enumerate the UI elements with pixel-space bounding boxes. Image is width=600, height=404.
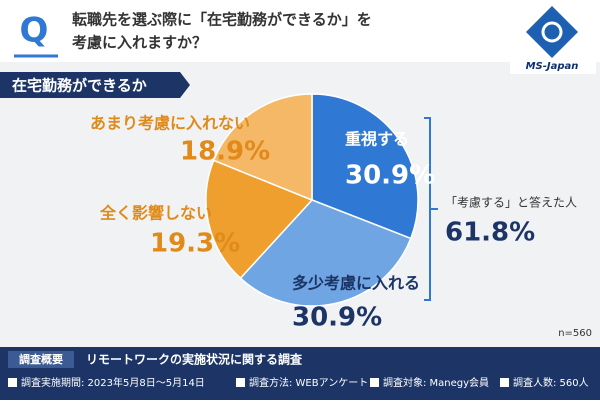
question-line: 転職先を選ぶ際に「在宅勤務ができるか」を xyxy=(72,11,372,29)
logo-mark xyxy=(526,6,578,58)
chart-subtitle: 在宅勤務ができるか xyxy=(12,77,147,95)
question-line: 考慮に入れますか？ xyxy=(72,34,207,52)
sample-note: n=560 xyxy=(558,328,592,339)
slice-label: あまり考慮に入れない xyxy=(90,114,250,133)
slice-value: 30.9% xyxy=(345,161,435,191)
slice-label: 多少考慮に入れる xyxy=(292,274,420,293)
bullet xyxy=(370,378,379,387)
survey-item: 調査人数: 560人 xyxy=(513,376,589,389)
footer-title-box xyxy=(8,351,74,368)
pie-slice xyxy=(239,199,412,307)
header-bg xyxy=(0,0,600,62)
slice-value: 19.3% xyxy=(150,229,240,259)
survey-name: リモートワークの実施状況に関する調査 xyxy=(86,352,303,367)
bullet xyxy=(500,378,509,387)
logo-text: MS-Japan xyxy=(526,61,579,72)
slice-value: 18.9% xyxy=(180,137,270,167)
bracket xyxy=(424,117,438,301)
survey-item: 調査対象: Manegy会員 xyxy=(383,376,489,389)
footer-bg xyxy=(0,347,600,400)
annotation-text: 「考慮する」と答えた人 xyxy=(445,195,577,210)
slice-label: 重視する xyxy=(345,130,409,149)
survey-item: 調査実施期間: 2023年5月8日～5月14日 xyxy=(21,376,205,389)
pie-slice xyxy=(212,93,313,202)
pie-slice xyxy=(311,93,419,240)
annotation-value: 61.8% xyxy=(445,218,535,248)
survey-item: 調査方法: WEBアンケート xyxy=(249,376,368,389)
q-mark: Q xyxy=(20,11,49,51)
slice-value: 30.9% xyxy=(292,303,382,333)
bullet xyxy=(8,378,17,387)
subtitle-banner xyxy=(0,72,190,98)
slice-label: 全く影響しない xyxy=(99,204,212,223)
bullet xyxy=(236,378,245,387)
footer-title: 調査概要 xyxy=(19,352,63,366)
